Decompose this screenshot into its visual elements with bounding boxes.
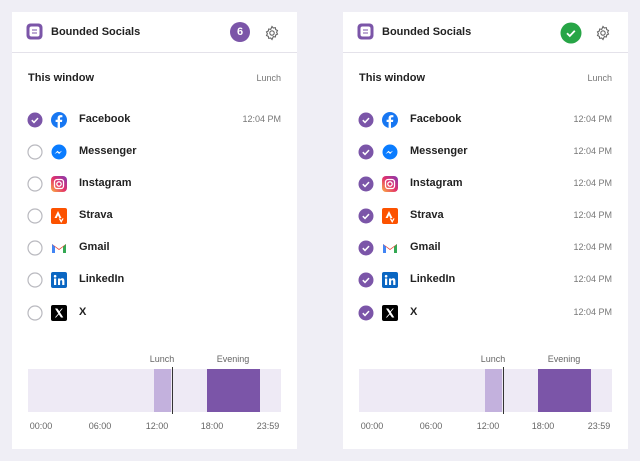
app-icon <box>51 176 67 192</box>
tick-label: 23:59 <box>587 421 611 431</box>
tick-label: 06:00 <box>88 421 112 431</box>
app-icon <box>382 272 398 288</box>
settings-button[interactable] <box>595 25 611 41</box>
tick-label: 06:00 <box>419 421 443 431</box>
app-name: LinkedIn <box>410 273 456 285</box>
app-icon <box>51 144 67 160</box>
checkbox[interactable] <box>358 176 374 192</box>
tick-label: 00:00 <box>360 421 384 431</box>
app-time: 12:04 PM <box>573 146 612 156</box>
window-label: Lunch <box>149 354 175 364</box>
app-name: X <box>410 306 418 318</box>
app-icon <box>51 208 67 224</box>
app-icon <box>382 208 398 224</box>
app-icon <box>382 240 398 256</box>
app-icon <box>51 240 67 256</box>
app-name: Instagram <box>410 177 463 189</box>
window-label: Evening <box>547 354 581 364</box>
app-name: Instagram <box>79 177 132 189</box>
section-title: This window <box>28 72 94 84</box>
section-title: This window <box>359 72 425 84</box>
checkbox[interactable] <box>358 272 374 288</box>
panel: Bounded Socials 6 This window Lunch Facebook… <box>12 12 297 449</box>
tick-label: 00:00 <box>29 421 53 431</box>
window-label: Evening <box>216 354 250 364</box>
now-marker <box>172 367 173 414</box>
panel: Bounded Socials This window Lunch Facebook 1… <box>343 12 628 449</box>
app-time: 12:04 PM <box>573 114 612 124</box>
header <box>12 12 297 53</box>
app-icon <box>51 112 67 128</box>
checkbox[interactable] <box>27 112 43 128</box>
checkbox[interactable] <box>27 240 43 256</box>
checkbox[interactable] <box>27 272 43 288</box>
checkbox[interactable] <box>358 144 374 160</box>
checkbox[interactable] <box>27 305 43 321</box>
app-icon <box>382 112 398 128</box>
app-name: X <box>79 306 87 318</box>
app-time: 12:04 PM <box>573 307 612 317</box>
tick-label: 12:00 <box>145 421 169 431</box>
checkbox[interactable] <box>358 240 374 256</box>
evening-window <box>538 369 591 412</box>
section-tag: Lunch <box>256 73 281 83</box>
app-icon <box>51 272 67 288</box>
app-time: 12:04 PM <box>573 210 612 220</box>
checkbox[interactable] <box>27 144 43 160</box>
app-time: 12:04 PM <box>573 274 612 284</box>
tick-label: 23:59 <box>256 421 280 431</box>
checkbox[interactable] <box>358 208 374 224</box>
app-logo <box>26 23 43 40</box>
section-tag: Lunch <box>587 73 612 83</box>
header <box>343 12 628 53</box>
badge: 6 <box>230 22 250 42</box>
app-name: Messenger <box>79 145 137 157</box>
lunch-window <box>485 369 502 412</box>
app-time: 12:04 PM <box>242 114 281 124</box>
app-logo <box>357 23 374 40</box>
app-name: Facebook <box>79 113 131 125</box>
app-icon <box>51 305 67 321</box>
lunch-window <box>154 369 171 412</box>
window-label: Lunch <box>480 354 506 364</box>
app-name: Facebook <box>410 113 462 125</box>
now-marker <box>503 367 504 414</box>
checkbox[interactable] <box>358 305 374 321</box>
app-time: 12:04 PM <box>573 178 612 188</box>
app-title: Bounded Socials <box>382 26 472 38</box>
tick-label: 18:00 <box>200 421 224 431</box>
tick-label: 12:00 <box>476 421 500 431</box>
app-time: 12:04 PM <box>573 242 612 252</box>
app-name: Strava <box>79 209 113 221</box>
settings-button[interactable] <box>264 25 280 41</box>
tick-label: 18:00 <box>531 421 555 431</box>
app-name: Messenger <box>410 145 468 157</box>
checkbox[interactable] <box>358 112 374 128</box>
app-icon <box>382 305 398 321</box>
checkbox[interactable] <box>27 208 43 224</box>
app-name: Gmail <box>410 241 441 253</box>
app-name: LinkedIn <box>79 273 125 285</box>
status-complete <box>560 22 582 44</box>
app-name: Gmail <box>79 241 110 253</box>
app-title: Bounded Socials <box>51 26 141 38</box>
app-icon <box>382 176 398 192</box>
evening-window <box>207 369 260 412</box>
app-icon <box>382 144 398 160</box>
app-name: Strava <box>410 209 444 221</box>
checkbox[interactable] <box>27 176 43 192</box>
